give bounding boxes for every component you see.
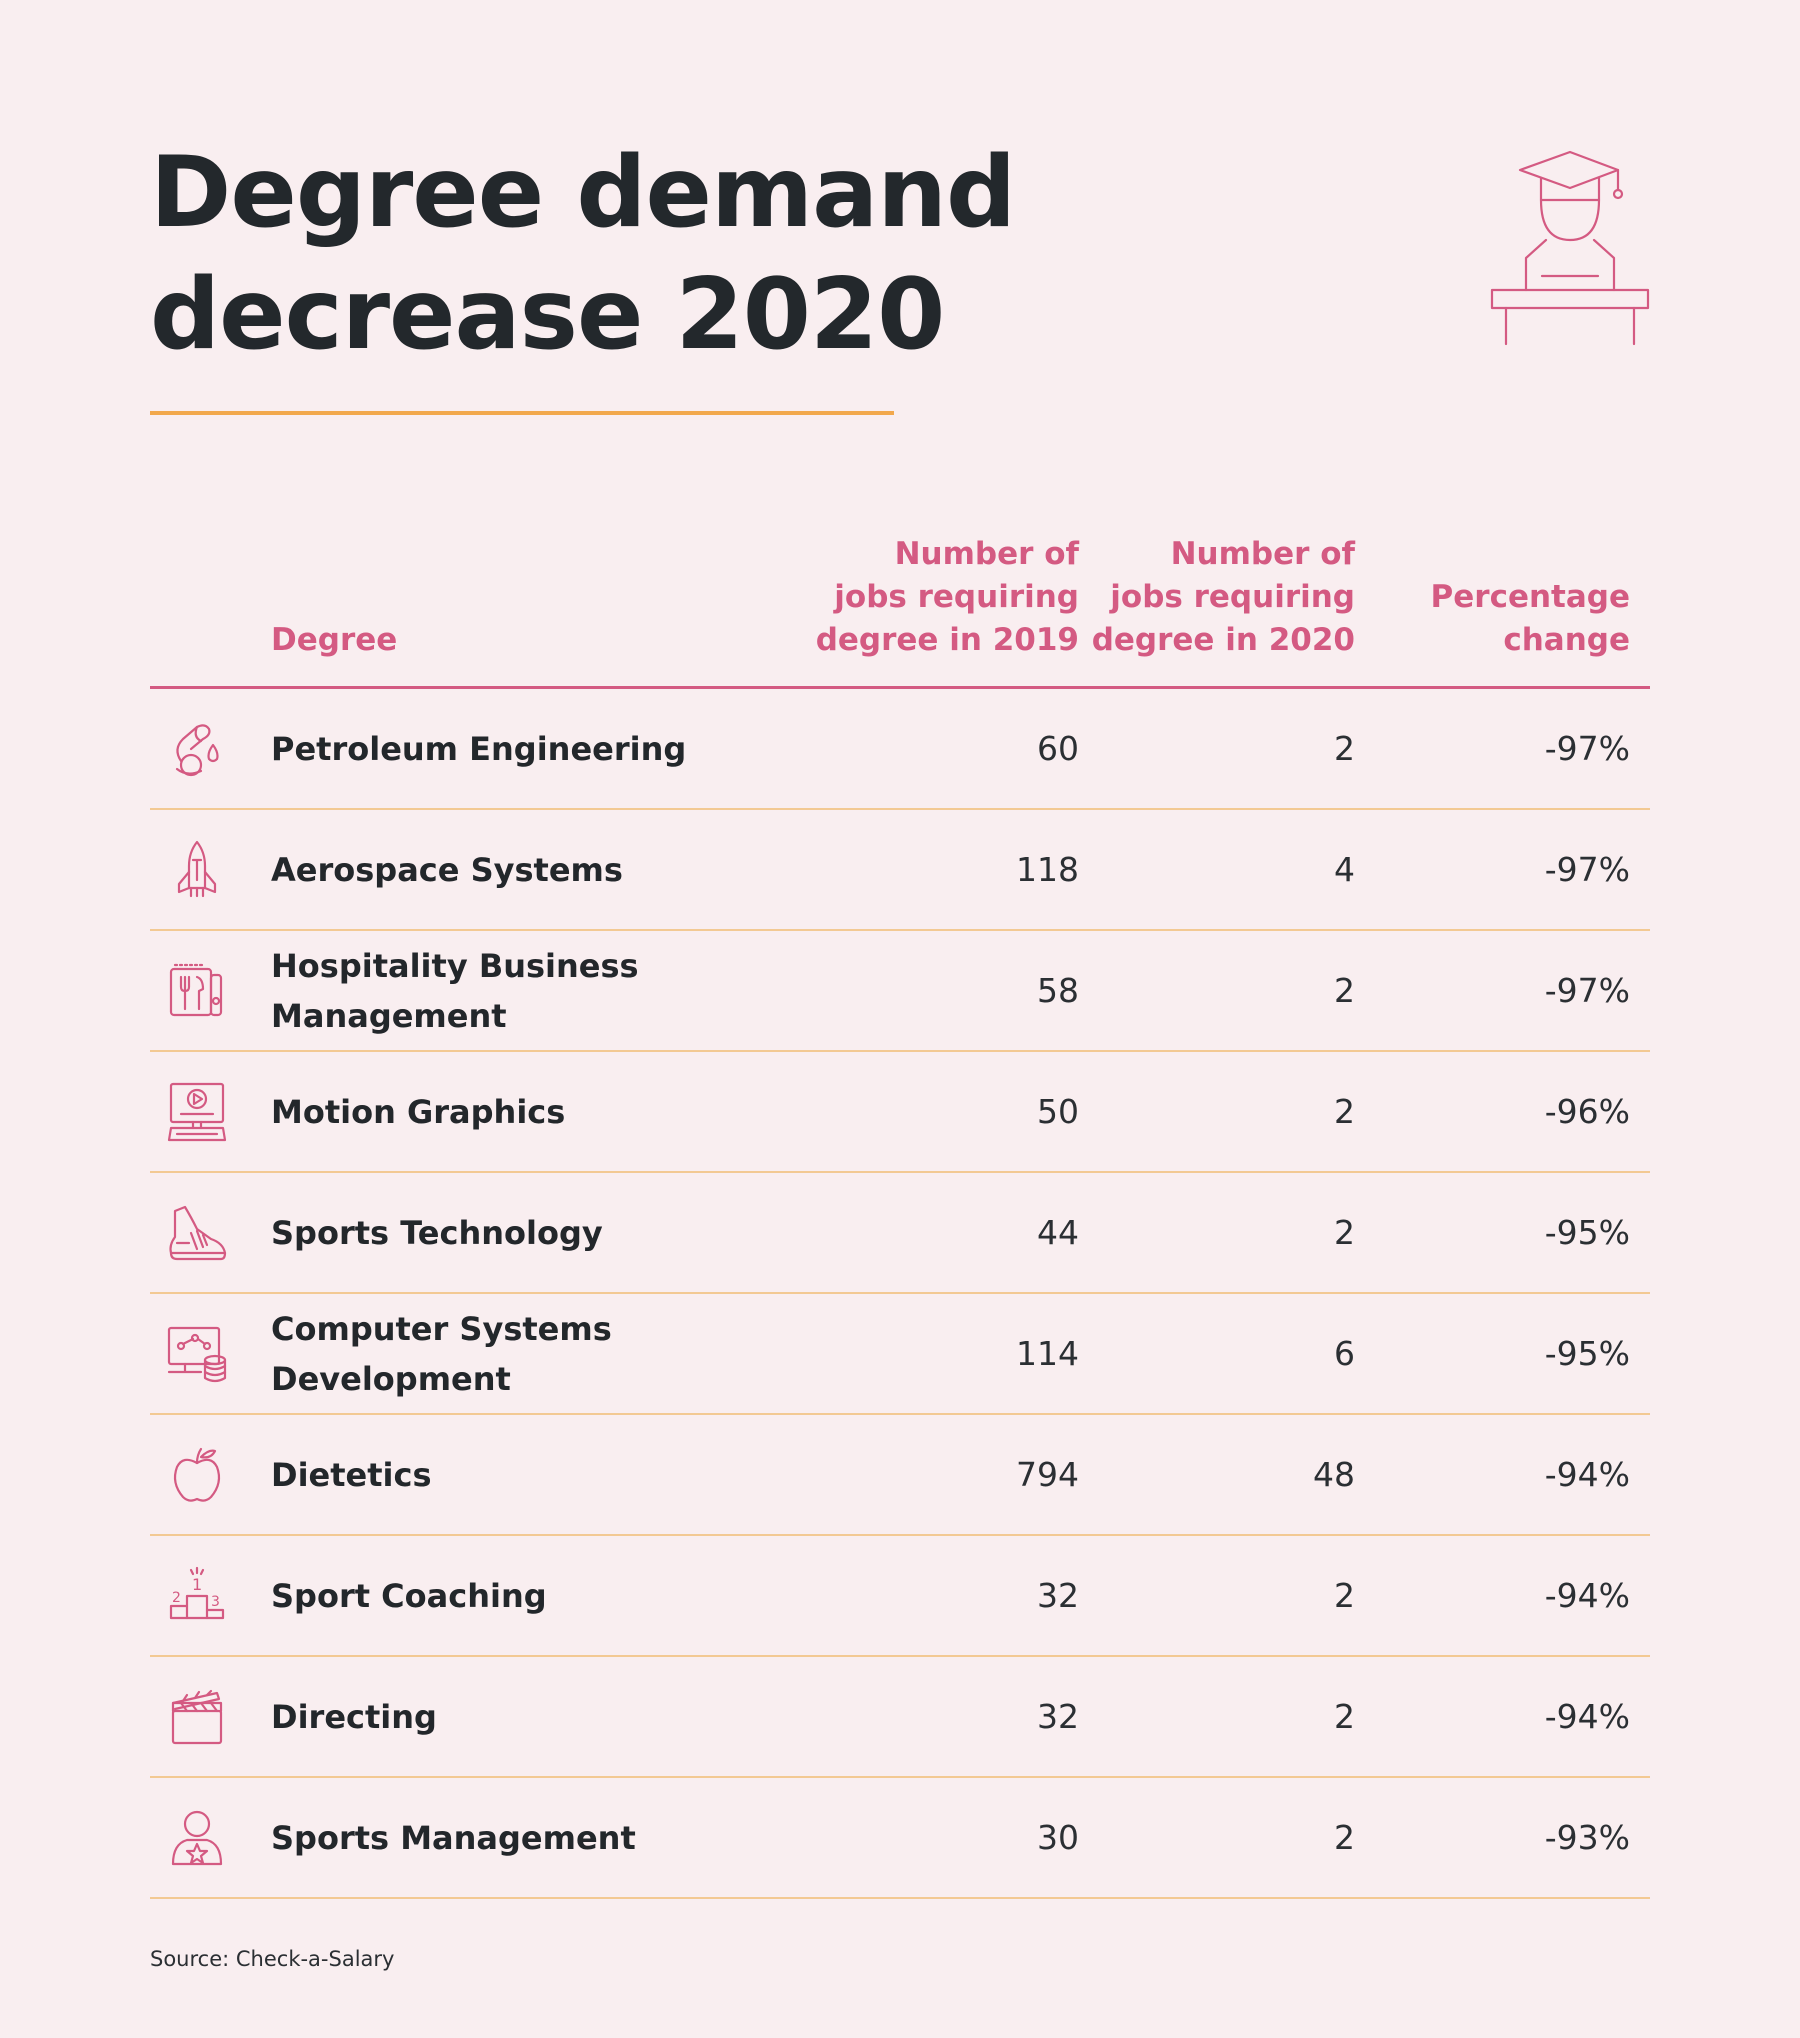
- svg-text:2: 2: [172, 1590, 181, 1606]
- degree-name: Sports Management: [271, 1818, 636, 1857]
- percentage-change-value: -95%: [1544, 1213, 1630, 1252]
- percentage-change-value: -97%: [1544, 850, 1630, 889]
- table-row: Sports Technology 44 2 -95%: [150, 1173, 1650, 1294]
- degree-name: Motion Graphics: [271, 1092, 566, 1131]
- title-underline: [150, 411, 894, 415]
- title-line-2: decrease 2020: [150, 258, 945, 372]
- table-row: Computer Systems Development 114 6 -95%: [150, 1294, 1650, 1415]
- user-star-icon: [171, 1810, 223, 1866]
- jobs-2020-value: 2: [1334, 729, 1355, 768]
- degree-name: Aerospace Systems: [271, 850, 623, 889]
- svg-text:1: 1: [192, 1575, 202, 1594]
- jobs-2020-value: 2: [1334, 1818, 1355, 1857]
- jobs-2019-value: 50: [1037, 1092, 1079, 1131]
- oil-drop-icon: [175, 724, 219, 777]
- jobs-2019-value: 32: [1037, 1697, 1079, 1736]
- clapperboard-icon: [171, 1689, 223, 1745]
- percentage-change-value: -97%: [1544, 971, 1630, 1010]
- page-title: Degree demand decrease 2020: [150, 132, 1050, 376]
- podium-icon: 1 2 3: [169, 1566, 225, 1620]
- monitor-play-icon: [167, 1082, 227, 1142]
- degree-name: Sports Technology: [271, 1213, 603, 1252]
- table-row: Petroleum Engineering 60 2 -97%: [150, 689, 1650, 810]
- degree-table: Degree Number of jobs requiring degree i…: [150, 530, 1650, 1899]
- percentage-change-value: -96%: [1544, 1092, 1630, 1131]
- menu-cutlery-icon: [169, 963, 223, 1017]
- table-header: Degree Number of jobs requiring degree i…: [150, 530, 1650, 689]
- percentage-change-value: -95%: [1544, 1334, 1630, 1373]
- table-row: Dietetics 794 48 -94%: [150, 1415, 1650, 1536]
- percentage-change-value: -93%: [1544, 1818, 1630, 1857]
- table-row: Motion Graphics 50 2 -96%: [150, 1052, 1650, 1173]
- column-header-percentage-change: Percentage change: [1430, 579, 1630, 658]
- rocket-icon: [177, 840, 217, 898]
- jobs-2019-value: 30: [1037, 1818, 1079, 1857]
- table-row: Directing 32 2 -94%: [150, 1657, 1650, 1778]
- source-note: Source: Check-a-Salary: [150, 1947, 395, 1971]
- jobs-2020-value: 2: [1334, 1092, 1355, 1131]
- jobs-2020-value: 2: [1334, 1213, 1355, 1252]
- jobs-2019-value: 60: [1037, 729, 1079, 768]
- jobs-2019-value: 118: [1016, 850, 1079, 889]
- jobs-2020-value: 2: [1334, 971, 1355, 1010]
- degree-name: Directing: [271, 1697, 437, 1736]
- jobs-2019-value: 114: [1016, 1334, 1079, 1373]
- column-header-jobs-2020: Number of jobs requiring degree in 2020: [1091, 536, 1355, 658]
- column-header-degree: Degree: [271, 622, 398, 658]
- svg-text:3: 3: [211, 1594, 220, 1610]
- column-header-jobs-2019: Number of jobs requiring degree in 2019: [815, 536, 1079, 658]
- title-line-1: Degree demand: [150, 136, 1016, 250]
- table-row: Hospitality Business Management 58 2 -97…: [150, 931, 1650, 1052]
- percentage-change-value: -94%: [1544, 1576, 1630, 1615]
- degree-name: Petroleum Engineering: [271, 729, 687, 768]
- jobs-2020-value: 2: [1334, 1697, 1355, 1736]
- table-row: Aerospace Systems 118 4 -97%: [150, 810, 1650, 931]
- percentage-change-value: -97%: [1544, 729, 1630, 768]
- sneaker-icon: [169, 1205, 227, 1261]
- percentage-change-value: -94%: [1544, 1455, 1630, 1494]
- jobs-2020-value: 6: [1334, 1334, 1355, 1373]
- table-row: 1 2 3 Sport Coaching 32 2 -94%: [150, 1536, 1650, 1657]
- jobs-2020-value: 48: [1313, 1455, 1355, 1494]
- graduate-at-podium-icon: [1490, 150, 1650, 346]
- jobs-2019-value: 32: [1037, 1576, 1079, 1615]
- jobs-2019-value: 58: [1037, 971, 1079, 1010]
- degree-name: Sport Coaching: [271, 1576, 547, 1615]
- percentage-change-value: -94%: [1544, 1697, 1630, 1736]
- degree-name: Hospitality Business Management: [271, 946, 639, 1035]
- jobs-2020-value: 2: [1334, 1576, 1355, 1615]
- degree-name: Computer Systems Development: [271, 1309, 612, 1398]
- degree-name: Dietetics: [271, 1455, 432, 1494]
- jobs-2019-value: 44: [1037, 1213, 1079, 1252]
- computer-database-icon: [167, 1326, 227, 1383]
- jobs-2020-value: 4: [1334, 850, 1355, 889]
- jobs-2019-value: 794: [1016, 1455, 1079, 1494]
- apple-icon: [173, 1447, 221, 1502]
- table-row: Sports Management 30 2 -93%: [150, 1778, 1650, 1899]
